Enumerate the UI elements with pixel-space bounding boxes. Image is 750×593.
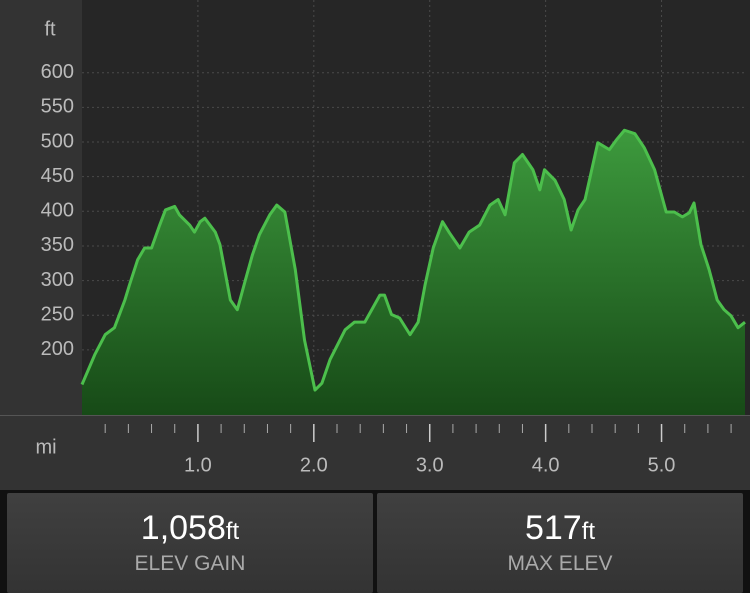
x-tick-label: 3.0 xyxy=(416,454,444,476)
y-tick-label: 550 xyxy=(41,96,74,118)
stat-number: 517 xyxy=(524,509,582,547)
stat-number: 1,058 xyxy=(140,509,226,547)
x-axis-strip xyxy=(0,415,750,490)
y-axis-label: ft xyxy=(44,18,56,40)
elevation-chart: ft mi 200 250 300 350 400 450 500 550 600 1.0 2.0 3… xyxy=(0,0,750,490)
x-axis-label: mi xyxy=(35,436,56,458)
y-tick-label: 300 xyxy=(41,269,74,291)
x-tick-label: 2.0 xyxy=(300,454,328,476)
stat-value: 517ft xyxy=(525,509,595,551)
stat-label: MAX ELEV xyxy=(507,552,613,575)
stat-value: 1,058ft xyxy=(141,509,239,551)
stat-unit: ft xyxy=(225,518,240,545)
stat-panel: 1,058ft ELEV GAIN xyxy=(7,493,373,593)
stat-label: ELEV GAIN xyxy=(134,552,246,575)
y-tick-label: 250 xyxy=(41,304,74,326)
y-tick-label: 350 xyxy=(41,234,74,256)
area xyxy=(82,130,745,415)
stats-bar: 1,058ft ELEV GAIN 517ft MAX ELEV xyxy=(0,490,750,593)
line xyxy=(80,128,746,392)
y-tick-label: 200 xyxy=(41,338,74,360)
y-tick-label: 500 xyxy=(41,130,74,152)
x-tick-label: 4.0 xyxy=(532,454,560,476)
y-tick-label: 600 xyxy=(41,61,74,83)
x-tick-label: 1.0 xyxy=(184,454,212,476)
stat-unit: ft xyxy=(581,518,596,545)
y-tick-label: 450 xyxy=(41,165,74,187)
stat-panel: 517ft MAX ELEV xyxy=(377,493,743,593)
x-tick-label: 5.0 xyxy=(648,454,676,476)
y-tick-label: 400 xyxy=(41,200,74,222)
